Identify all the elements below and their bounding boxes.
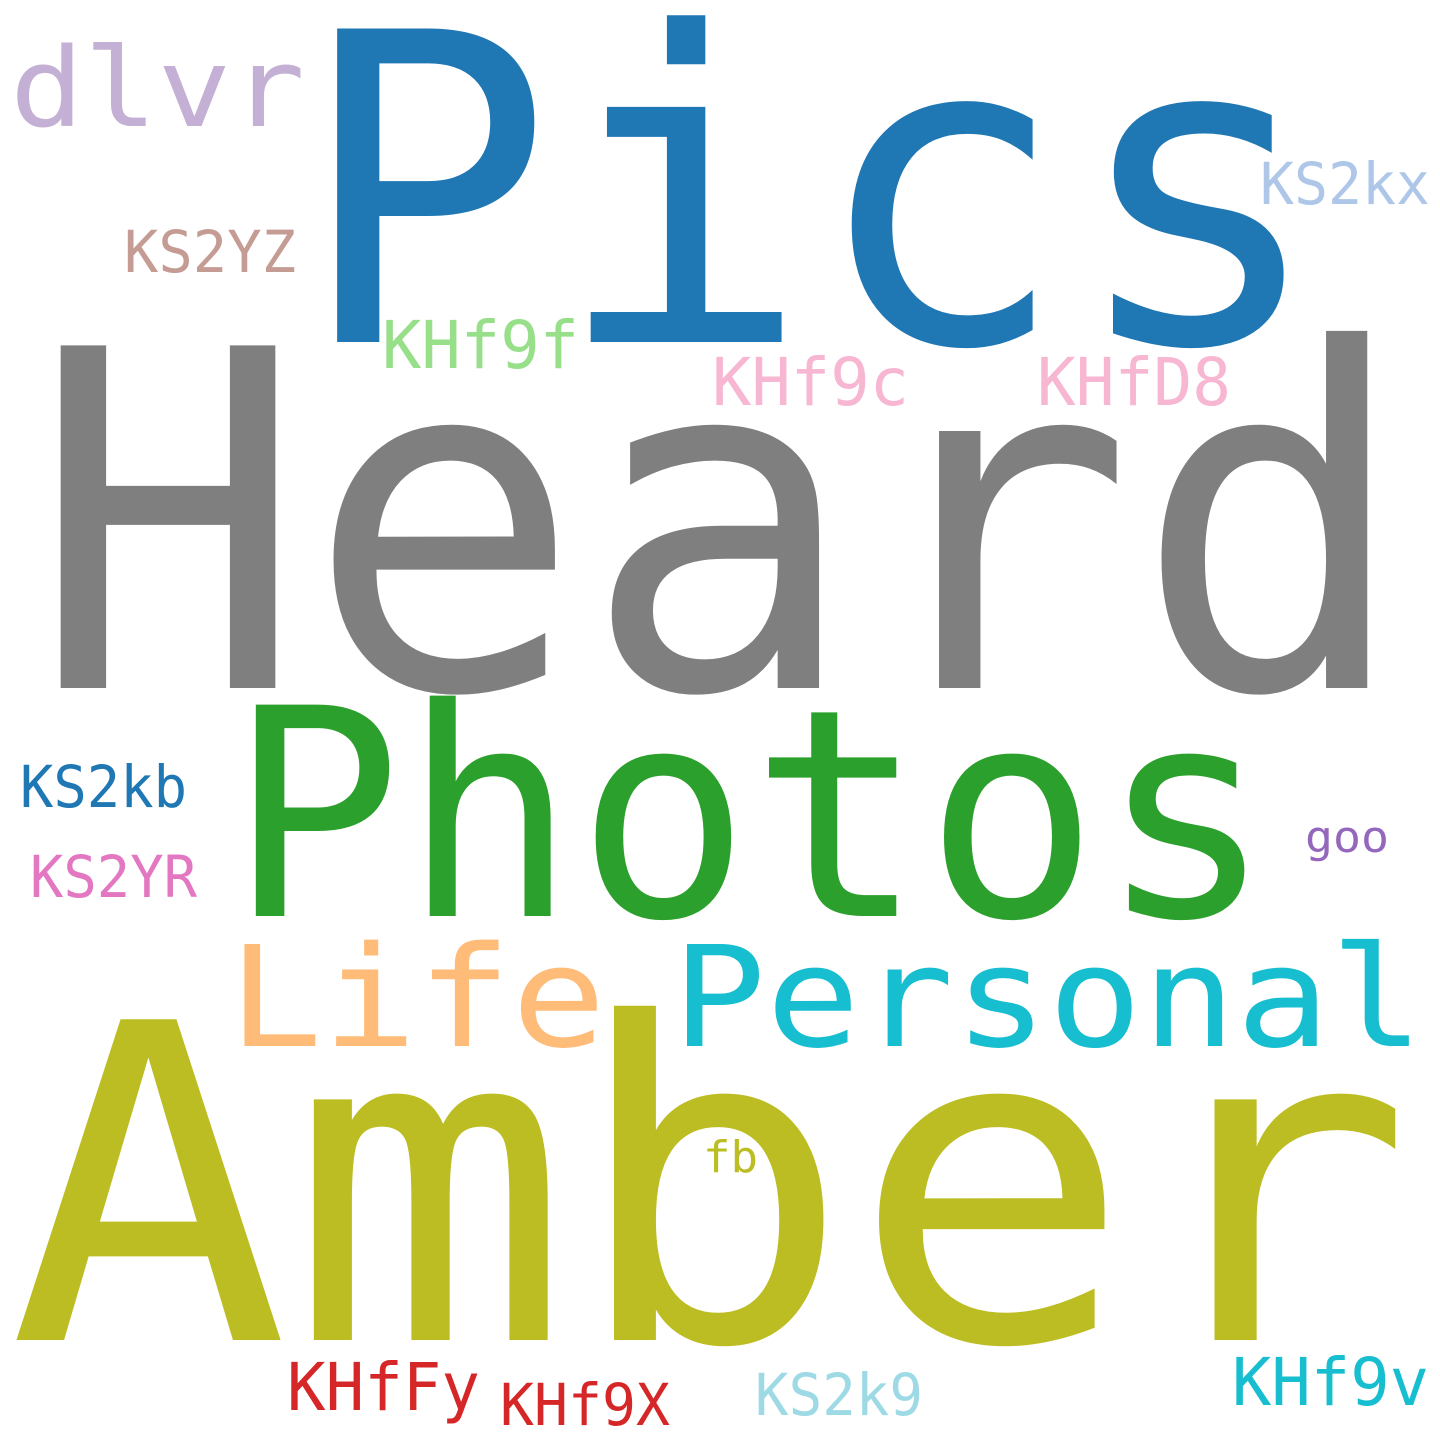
word-ks2kb: KS2kb (20, 753, 187, 821)
word-ks2k9: KS2k9 (755, 1361, 923, 1429)
word-khf9f: KHf9f (382, 307, 579, 384)
word-khf9x: KHf9X (500, 1371, 670, 1439)
word-personal: Personal (672, 917, 1424, 1080)
word-khfd8: KHfD8 (1037, 344, 1231, 421)
word-khf9v: KHf9v (1232, 1344, 1429, 1421)
word-dlvr: dlvr (10, 24, 305, 152)
word-photos: Photos (228, 648, 1273, 985)
word-goo: goo (1305, 812, 1389, 863)
word-ks2kx: KS2kx (1260, 150, 1430, 218)
word-ks2yz: KS2YZ (124, 218, 296, 286)
word-ks2yr: KS2YR (30, 843, 197, 911)
word-fb: fb (703, 1132, 758, 1183)
word-pics: Pics (296, 0, 1326, 444)
word-heard: Heard (30, 252, 1410, 799)
word-amber: Amber (8, 932, 1413, 1440)
word-khf9c: KHf9c (712, 344, 909, 421)
word-khffy: KHfFy (287, 1349, 480, 1426)
word-life: Life (228, 917, 606, 1080)
